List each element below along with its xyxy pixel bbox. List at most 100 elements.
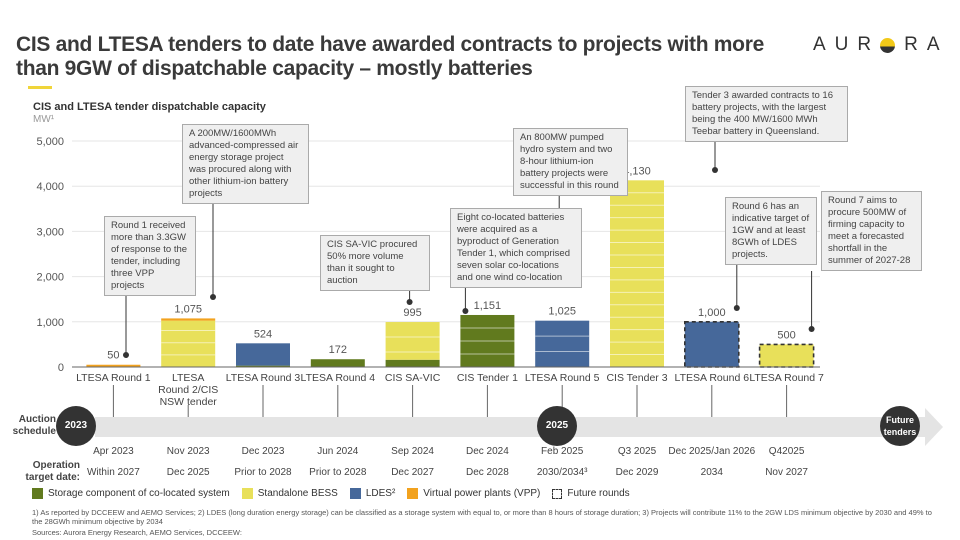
operation-target-date: Prior to 2028	[309, 467, 367, 478]
annotation-dot	[733, 305, 740, 311]
bar-segment	[86, 364, 141, 367]
y-tick-label: 3,000	[36, 226, 64, 238]
y-tick-label: 0	[58, 362, 64, 374]
legend-label: Virtual power plants (VPP)	[423, 488, 541, 499]
y-tick-label: 4,000	[36, 181, 64, 193]
operation-target-date: Dec 2027	[391, 467, 434, 478]
auction-date: Sep 2024	[391, 446, 434, 457]
logo-text-left: AUR	[813, 34, 881, 55]
sources: Sources: Aurora Energy Research, AEMO Se…	[32, 528, 242, 537]
bar-segment	[310, 359, 365, 367]
bar-segment	[759, 344, 814, 367]
logo-text-right: RA	[904, 34, 949, 55]
bar-segment	[535, 320, 590, 367]
legend: Storage component of co-located system S…	[32, 488, 642, 499]
annotation-box: CIS SA-VIC procured 50% more volume than…	[320, 235, 430, 291]
x-tick-label: LTESA	[172, 372, 204, 384]
bar-total-label: 995	[403, 307, 421, 319]
legend-item-vpp: Virtual power plants (VPP)	[407, 488, 540, 499]
bar-segment	[385, 359, 440, 367]
operation-target-date: Dec 2025	[166, 467, 210, 478]
x-tick-label: LTESA Round 3	[226, 372, 301, 384]
x-tick-label: NSW tender	[160, 396, 218, 408]
annotation-dot	[808, 326, 815, 332]
operation-target-date: Dec 2028	[465, 467, 509, 478]
legend-item-future: Future rounds	[552, 488, 630, 499]
bar-segment	[610, 180, 664, 367]
annotation-dot	[406, 299, 413, 305]
legend-item-colocated: Storage component of co-located system	[32, 488, 230, 499]
legend-label: Storage component of co-located system	[48, 488, 230, 499]
x-tick-label: LTESA Round 4	[301, 372, 376, 384]
auction-date: Apr 2023	[93, 446, 134, 457]
future-round-outline	[758, 343, 815, 368]
page-title: CIS and LTESA tenders to date have award…	[16, 33, 764, 80]
annotation-box: Eight co-located batteries were acquired…	[450, 208, 582, 288]
operation-target-label: Operation target date:	[25, 460, 80, 483]
legend-swatch	[349, 488, 361, 499]
annotation-box: Round 7 aims to procure 500MW of firming…	[821, 191, 922, 271]
bar-total-label: 1,151	[474, 300, 502, 312]
bar-total-label: 4,130	[623, 165, 651, 177]
annotation-box: Tender 3 awarded contracts to 16 battery…	[685, 86, 848, 142]
bar-segment	[236, 343, 290, 366]
auction-date: Dec 2024	[465, 446, 509, 457]
annotation-dot	[123, 352, 129, 358]
auction-schedule-label: Auction schedule	[12, 414, 56, 437]
bar-chart: 0 1,000 2,000 3,000 4,000 5,000 50 LTESA Round …	[36, 136, 824, 430]
bar-segment	[385, 322, 440, 360]
auction-timeline-band	[95, 417, 925, 437]
footnotes: 1) As reported by DCCEEW and AEMO Servic…	[32, 508, 932, 526]
legend-swatch	[241, 488, 253, 499]
bar-total-label: 172	[329, 344, 347, 356]
auction-date: Q3 2025	[617, 446, 657, 457]
annotation-box: Round 6 has an indicative target of 1GW …	[725, 197, 817, 265]
annotation-box: An 800MW pumped hydro system and two 8-h…	[513, 128, 628, 196]
auction-date: Nov 2023	[166, 446, 210, 457]
auction-date: Dec 2025/Jan 2026	[668, 446, 756, 457]
auction-date: Jun 2024	[317, 446, 359, 457]
auction-date: Feb 2025	[541, 446, 584, 457]
operation-target-date: Nov 2027	[765, 467, 808, 478]
legend-label: Standalone BESS	[257, 488, 338, 499]
annotation-dot	[210, 294, 216, 300]
year-marker-2023: 2023	[56, 406, 96, 446]
bar-total-label: 500	[777, 329, 795, 341]
bar-segment	[161, 318, 216, 321]
operation-target-date: Dec 2029	[615, 467, 659, 478]
x-tick-label: LTESA Round 7	[749, 372, 824, 384]
legend-item-ldes: LDES²	[349, 488, 396, 499]
annotation-dot	[712, 167, 718, 173]
x-tick-label: LTESA Round 5	[525, 372, 600, 384]
legend-label: LDES²	[365, 488, 396, 499]
legend-label: Future rounds	[567, 488, 630, 499]
x-tick-label: LTESA Round 6	[675, 372, 750, 384]
annotation-dot	[462, 308, 469, 314]
bar-total-label: 524	[254, 328, 272, 340]
bar-total-label: 1,075	[174, 303, 202, 315]
bar-total-label: 1,000	[698, 307, 726, 319]
legend-swatch	[407, 488, 419, 499]
annotation-box: A 200MW/1600MWh advanced-compressed air …	[182, 124, 309, 204]
y-tick-label: 2,000	[36, 272, 64, 284]
bar-segment	[161, 320, 216, 367]
x-tick-label: CIS Tender 3	[606, 372, 667, 384]
aurora-logo: AUR RA	[813, 34, 949, 56]
y-axis-unit: MW¹	[33, 114, 55, 125]
timeline-arrow-icon	[925, 408, 943, 446]
year-marker-2025: 2025	[537, 406, 577, 446]
title-accent-line	[28, 86, 52, 89]
legend-swatch	[32, 488, 43, 499]
x-tick-label: LTESA Round 1	[76, 372, 151, 384]
year-marker-future: Future tenders	[880, 406, 920, 446]
x-tick-label: Round 2/CIS	[158, 384, 218, 396]
auction-date: Q42025	[768, 446, 805, 457]
y-tick-label: 1,000	[36, 317, 64, 329]
annotation-box: Round 1 received more than 3.3GW of resp…	[104, 216, 196, 296]
operation-target-date: 2034	[700, 467, 723, 478]
bar-segment	[684, 321, 739, 367]
x-tick-label: CIS Tender 1	[457, 372, 518, 384]
bar-total-label: 1,025	[548, 306, 576, 318]
operation-target-date: Prior to 2028	[234, 467, 292, 478]
y-tick-label: 5,000	[36, 136, 64, 148]
